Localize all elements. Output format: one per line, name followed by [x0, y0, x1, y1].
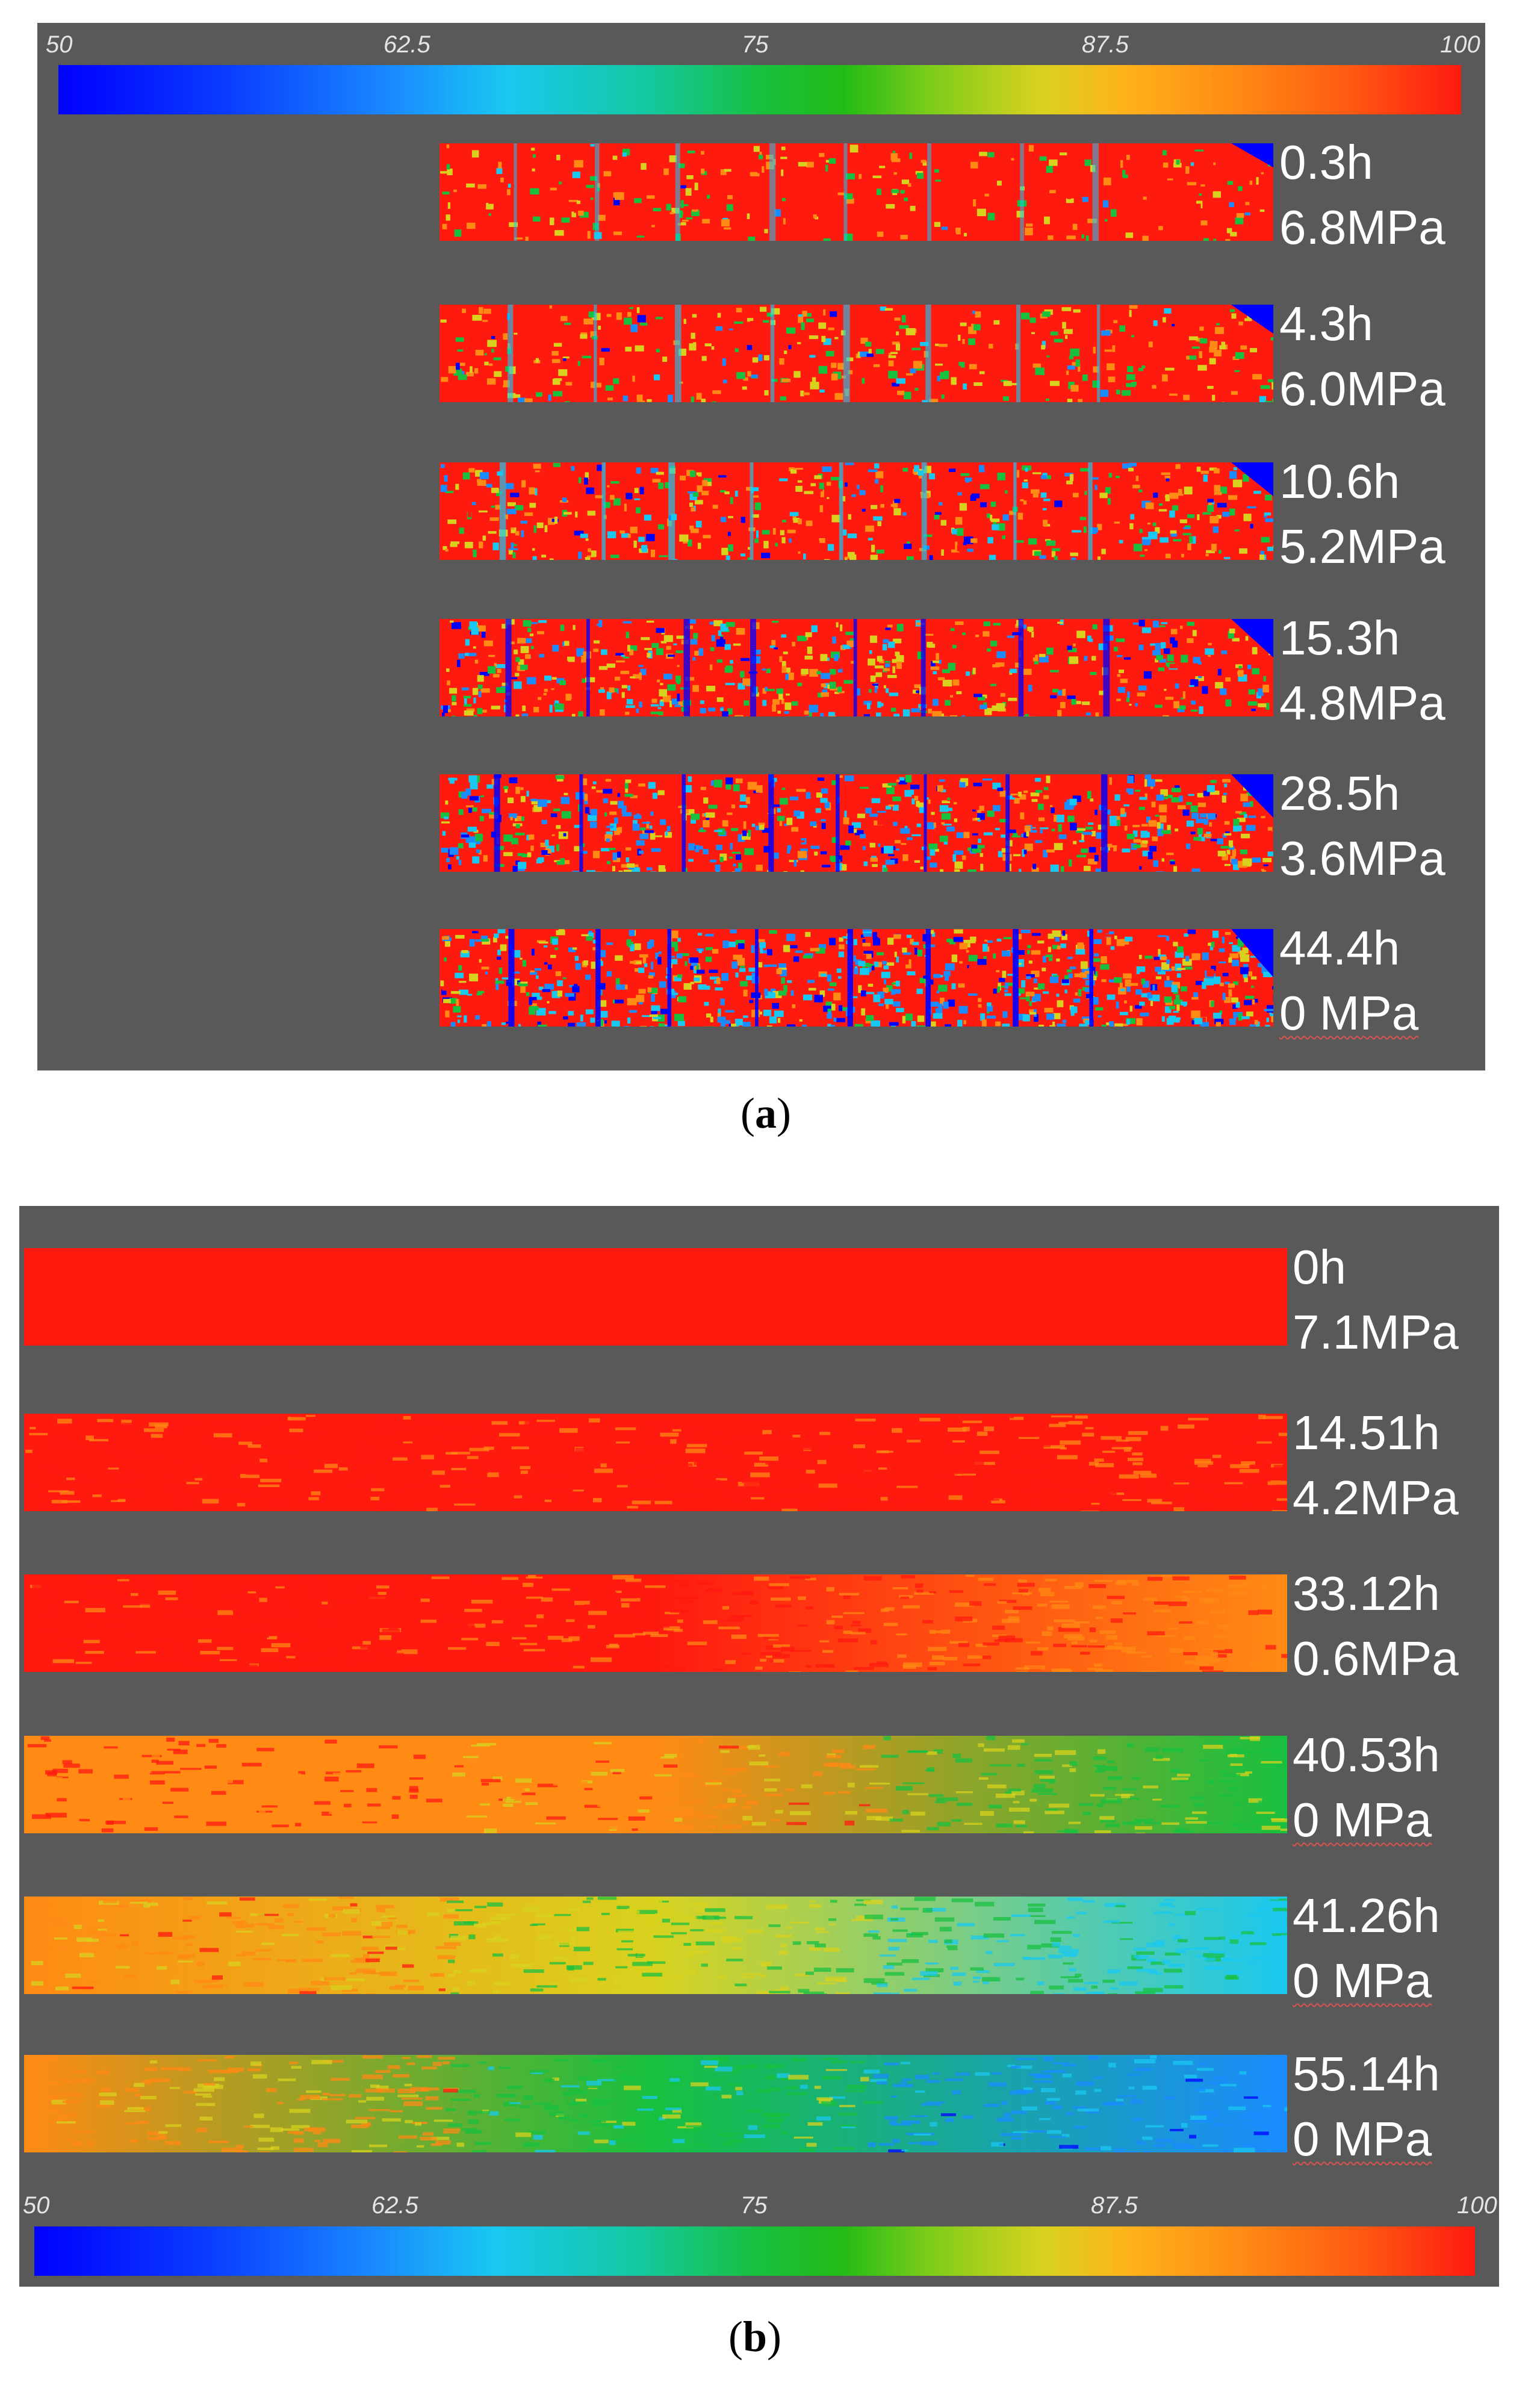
row-label-a-2: 10.6h 5.2MPa: [1279, 449, 1445, 579]
strip-a-3: [439, 619, 1273, 716]
time-label: 15.3h: [1279, 611, 1400, 665]
caption-b: (b): [728, 2313, 782, 2361]
pressure-label: 3.6MPa: [1279, 831, 1445, 885]
pressure-label: 4.8MPa: [1279, 676, 1445, 730]
time-label: 33.12h: [1293, 1567, 1440, 1620]
colorbar-b-tick-75: 75: [741, 2192, 768, 2219]
row-label-a-4: 28.5h 3.6MPa: [1279, 761, 1445, 891]
pressure-label: 4.2MPa: [1293, 1471, 1459, 1524]
strip-a-4: [439, 774, 1273, 872]
pressure-label: 6.8MPa: [1279, 200, 1445, 254]
strip-a-5: [439, 929, 1273, 1027]
strip-b-3: [24, 1736, 1287, 1833]
row-label-a-3: 15.3h 4.8MPa: [1279, 606, 1445, 736]
colorbar-a-tick-50: 50: [46, 31, 73, 58]
colorbar-a-tick-62-5: 62.5: [383, 31, 430, 58]
caption-a: (a): [741, 1089, 791, 1137]
time-label: 55.14h: [1293, 2047, 1440, 2101]
row-label-b-0: 0h 7.1MPa: [1293, 1235, 1459, 1365]
time-label: 40.53h: [1293, 1728, 1440, 1782]
time-label: 44.4h: [1279, 921, 1400, 975]
strip-a-2: [439, 462, 1273, 560]
time-label: 0h: [1293, 1240, 1346, 1294]
strip-b-1: [24, 1414, 1287, 1511]
pressure-label: 0 MPa: [1293, 1793, 1432, 1847]
row-label-b-3: 40.53h 0 MPa: [1293, 1723, 1440, 1853]
pressure-label: 6.0MPa: [1279, 362, 1445, 415]
row-label-a-1: 4.3h 6.0MPa: [1279, 291, 1445, 421]
time-label: 14.51h: [1293, 1406, 1440, 1459]
row-label-b-1: 14.51h 4.2MPa: [1293, 1400, 1459, 1530]
row-label-b-2: 33.12h 0.6MPa: [1293, 1561, 1459, 1691]
strip-b-2: [24, 1574, 1287, 1672]
row-label-b-4: 41.26h 0 MPa: [1293, 1883, 1440, 2013]
caption-letter: b: [742, 2313, 768, 2361]
caption-letter: a: [754, 1089, 777, 1137]
strip-a-1: [439, 305, 1273, 402]
colorbar-a: [58, 65, 1461, 114]
colorbar-b: [34, 2226, 1475, 2276]
colorbar-b-tick-50: 50: [23, 2192, 50, 2219]
time-label: 10.6h: [1279, 455, 1400, 508]
strip-b-5: [24, 2055, 1287, 2152]
strip-b-0: [24, 1248, 1287, 1346]
colorbar-a-tick-87-5: 87.5: [1082, 31, 1129, 58]
colorbar-b-tick-87-5: 87.5: [1091, 2192, 1138, 2219]
pressure-label: 7.1MPa: [1293, 1305, 1459, 1359]
row-label-b-5: 55.14h 0 MPa: [1293, 2042, 1440, 2172]
colorbar-a-tick-100: 100: [1440, 31, 1480, 58]
row-label-a-0: 0.3h 6.8MPa: [1279, 130, 1445, 260]
colorbar-a-tick-75: 75: [742, 31, 769, 58]
time-label: 28.5h: [1279, 766, 1400, 820]
time-label: 41.26h: [1293, 1889, 1440, 1942]
panel-a: 50 62.5 75 87.5 100 0.3h 6.8MPa 4.3h 6.0MP…: [37, 23, 1485, 1070]
time-label: 0.3h: [1279, 135, 1373, 189]
panel-b: 0h 7.1MPa 14.51h 4.2MPa 33.12h 0.6MPa 40.53…: [19, 1206, 1499, 2287]
strip-b-4: [24, 1897, 1287, 1994]
strip-a-0: [439, 143, 1273, 241]
time-label: 4.3h: [1279, 297, 1373, 350]
pressure-label: 0.6MPa: [1293, 1632, 1459, 1685]
pressure-label: 0 MPa: [1293, 2112, 1432, 2166]
colorbar-b-tick-100: 100: [1457, 2192, 1497, 2219]
pressure-label: 0 MPa: [1293, 1954, 1432, 2007]
colorbar-b-tick-62-5: 62.5: [371, 2192, 418, 2219]
row-label-a-5: 44.4h 0 MPa: [1279, 916, 1418, 1046]
pressure-label: 0 MPa: [1279, 986, 1419, 1040]
pressure-label: 5.2MPa: [1279, 520, 1445, 573]
